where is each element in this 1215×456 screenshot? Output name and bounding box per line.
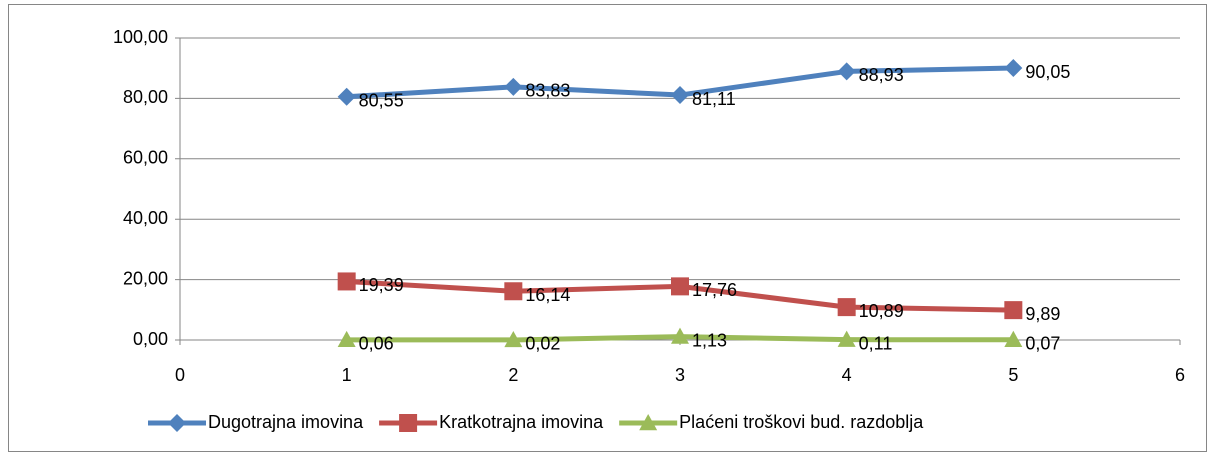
x-tick-label: 2 <box>508 365 518 385</box>
y-tick-label: 0,00 <box>133 329 168 349</box>
point-marker <box>504 77 523 96</box>
x-tick-label: 1 <box>342 365 352 385</box>
legend-marker <box>399 414 418 432</box>
y-tick-label: 80,00 <box>123 87 168 107</box>
data-label: 0,06 <box>359 334 394 354</box>
point-marker <box>337 87 356 106</box>
data-label: 0,07 <box>1025 334 1060 354</box>
data-label: 81,11 <box>692 89 736 109</box>
legend-label: Plaćeni troškovi bud. razdoblja <box>679 412 924 432</box>
legend-label: Kratkotrajna imovina <box>439 412 604 432</box>
point-marker <box>1004 301 1023 320</box>
data-label: 17,76 <box>692 280 737 300</box>
y-tick-label: 40,00 <box>123 208 168 228</box>
data-label: 10,89 <box>859 301 904 321</box>
data-label: 19,39 <box>359 275 404 295</box>
point-marker <box>1004 330 1023 347</box>
legend-marker <box>639 414 658 431</box>
point-marker <box>837 298 856 317</box>
legend-marker <box>168 414 186 432</box>
data-label: 80,55 <box>359 90 404 110</box>
point-marker <box>1004 59 1023 78</box>
chart-border <box>8 4 1207 452</box>
point-marker <box>671 277 689 296</box>
x-tick-label: 6 <box>1175 365 1185 385</box>
x-tick-label: 0 <box>175 365 185 385</box>
data-label: 16,14 <box>525 285 570 305</box>
point-marker <box>671 86 689 105</box>
point-marker <box>837 330 856 347</box>
data-label: 88,93 <box>859 65 904 85</box>
point-marker <box>504 330 523 348</box>
y-tick-label: 20,00 <box>123 268 168 288</box>
point-marker <box>504 282 523 301</box>
y-tick-label: 100,00 <box>113 27 168 47</box>
legend-label: Dugotrajna imovina <box>208 412 364 432</box>
data-label: 0,11 <box>859 333 893 353</box>
data-label: 1,13 <box>692 330 727 350</box>
point-marker <box>837 62 856 81</box>
data-label: 83,83 <box>525 81 570 101</box>
data-label: 9,89 <box>1025 304 1060 324</box>
data-label: 90,05 <box>1025 62 1070 82</box>
data-label: 0,02 <box>525 334 560 354</box>
point-marker <box>337 272 356 291</box>
point-marker <box>671 327 689 344</box>
x-tick-label: 4 <box>842 365 852 385</box>
x-tick-label: 3 <box>675 365 685 385</box>
x-tick-label: 5 <box>1008 365 1018 385</box>
point-marker <box>337 330 356 348</box>
y-tick-label: 60,00 <box>123 148 168 168</box>
